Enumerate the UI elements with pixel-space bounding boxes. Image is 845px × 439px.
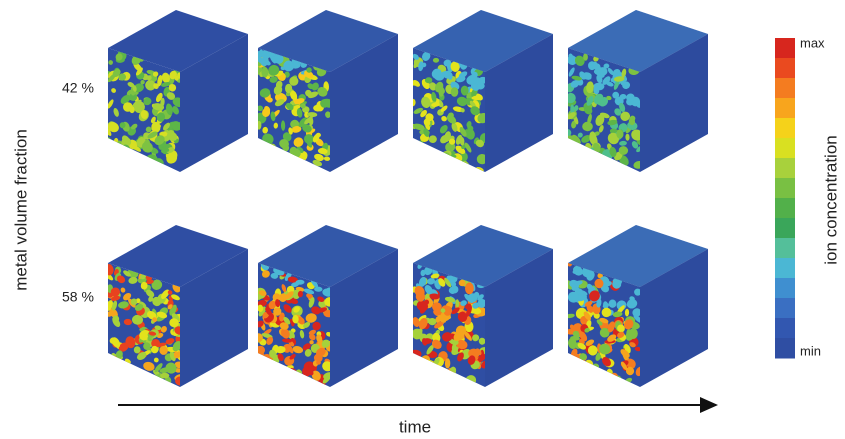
blob [410, 350, 422, 359]
colorbar-segment [775, 238, 795, 259]
blob [160, 373, 169, 379]
row-label: 42 % [62, 80, 94, 96]
blob [438, 86, 444, 97]
colorbar-segment [775, 98, 795, 119]
blob [433, 58, 439, 63]
blob [444, 60, 452, 67]
y-axis-label: metal volume fraction [11, 129, 30, 291]
colorbar-segment [775, 338, 795, 359]
blob [418, 144, 427, 151]
blob [586, 151, 595, 159]
colorbar-segment [775, 158, 795, 179]
blob [563, 358, 573, 368]
blob [594, 153, 601, 160]
colorbar-segment [775, 58, 795, 79]
blob [255, 360, 265, 367]
blob [418, 358, 427, 367]
colorbar-segment [775, 218, 795, 239]
colorbar-segment [775, 178, 795, 199]
blob [563, 142, 575, 151]
cube [562, 10, 708, 172]
cube [252, 225, 398, 390]
blob [120, 364, 129, 373]
row-label: 58 % [62, 289, 94, 305]
colorbar [775, 38, 795, 359]
cube [253, 10, 398, 172]
colorbar-segment [775, 278, 795, 299]
colorbar-segment [775, 118, 795, 139]
colorbar-min: min [800, 343, 821, 358]
blob [114, 359, 125, 371]
cube [410, 10, 553, 173]
blob [419, 145, 428, 152]
blob [574, 363, 583, 370]
colorbar-segment [775, 38, 795, 59]
cube [410, 225, 554, 387]
colorbar-segment [775, 258, 795, 279]
colorbar-segment [775, 78, 795, 99]
cube [563, 225, 708, 387]
blob [575, 144, 584, 153]
blob [471, 96, 482, 100]
blob [438, 366, 444, 375]
colorbar-label: ion concentration [821, 135, 840, 264]
cubes [103, 10, 708, 390]
colorbar-segment [775, 138, 795, 159]
blob [609, 300, 617, 308]
colorbar-segment [775, 298, 795, 319]
blob [260, 142, 272, 154]
blob [285, 84, 292, 94]
blob [123, 364, 133, 369]
x-axis-label: time [399, 417, 431, 436]
colorbar-segment [775, 318, 795, 339]
blob [584, 366, 590, 372]
blob [582, 363, 589, 372]
blob [575, 145, 581, 153]
cube [103, 225, 248, 387]
blob [105, 357, 111, 363]
figure: 42 % 58 % metal volume fraction time max… [0, 0, 845, 439]
colorbar-max: max [800, 35, 825, 50]
cube [104, 10, 248, 172]
colorbar-segment [775, 198, 795, 219]
